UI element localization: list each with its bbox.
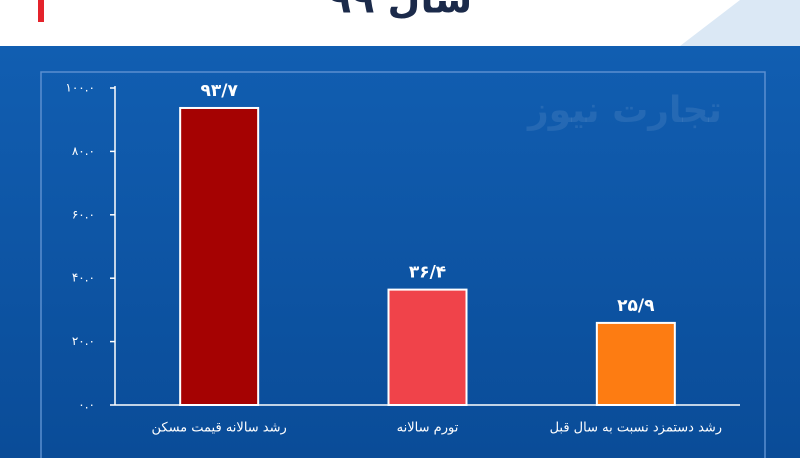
bar — [595, 321, 676, 406]
value-label: ۲۵/۹ — [617, 296, 655, 316]
value-label: ۹۳/۷ — [200, 81, 238, 101]
header — [0, 0, 800, 46]
y-tick-label: ۶۰.۰ — [72, 207, 95, 221]
bar — [387, 288, 468, 406]
y-tick-label: ۱۰۰.۰ — [65, 81, 95, 95]
y-tick-label: ۸۰.۰ — [72, 144, 95, 158]
x-tick-label: رشد دستمزد نسبت به سال قبل — [550, 421, 723, 436]
header-decor — [680, 0, 800, 46]
bar — [179, 106, 260, 406]
y-tick-label: ۴۰.۰ — [72, 271, 95, 285]
x-tick-label: رشد سالانه قیمت مسکن — [152, 421, 287, 436]
y-tick-label: ۰.۰ — [78, 398, 95, 412]
chart-title: سال ۹۹ — [328, 0, 472, 22]
watermark: تجارت نیوز — [526, 90, 722, 131]
header-accent — [38, 0, 44, 22]
x-tick-label: تورم سالانه — [397, 421, 459, 436]
plot-frame — [40, 71, 766, 458]
value-label: ۳۶/۴ — [409, 263, 446, 283]
y-tick-label: ۲۰.۰ — [72, 334, 95, 348]
